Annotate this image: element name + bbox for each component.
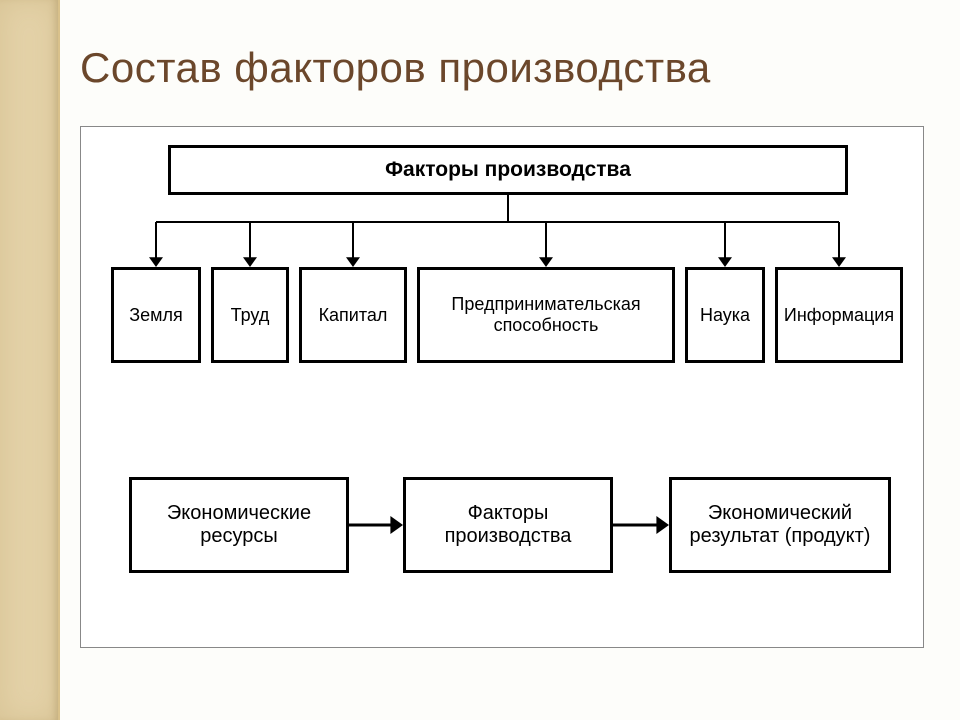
- diagram-frame: Факторы производства Земля Труд Капитал …: [80, 126, 924, 648]
- box-flow-resources: Экономические ресурсы: [129, 477, 349, 573]
- box-factor-land: Земля: [111, 267, 201, 363]
- box-factor-science: Наука: [685, 267, 765, 363]
- slide-title: Состав факторов производства: [80, 44, 711, 92]
- box-f3-label: Капитал: [319, 305, 388, 326]
- box-b2-label: Факторы производства: [412, 502, 604, 548]
- box-f6-label: Информация: [784, 305, 894, 326]
- box-factor-information: Информация: [775, 267, 903, 363]
- box-root-label: Факторы производства: [385, 158, 631, 182]
- side-strip: [0, 0, 60, 720]
- box-f4-label: Предпринимательская способность: [426, 294, 666, 336]
- box-f1-label: Земля: [129, 305, 183, 326]
- box-b3-label: Экономический результат (продукт): [678, 502, 882, 548]
- box-f2-label: Труд: [231, 305, 270, 326]
- box-factor-entrepreneurship: Предпринимательская способность: [417, 267, 675, 363]
- box-root: Факторы производства: [168, 145, 848, 195]
- box-factor-capital: Капитал: [299, 267, 407, 363]
- box-factor-labor: Труд: [211, 267, 289, 363]
- box-b1-label: Экономические ресурсы: [138, 502, 340, 548]
- box-flow-result: Экономический результат (продукт): [669, 477, 891, 573]
- box-flow-factors: Факторы производства: [403, 477, 613, 573]
- box-f5-label: Наука: [700, 305, 750, 326]
